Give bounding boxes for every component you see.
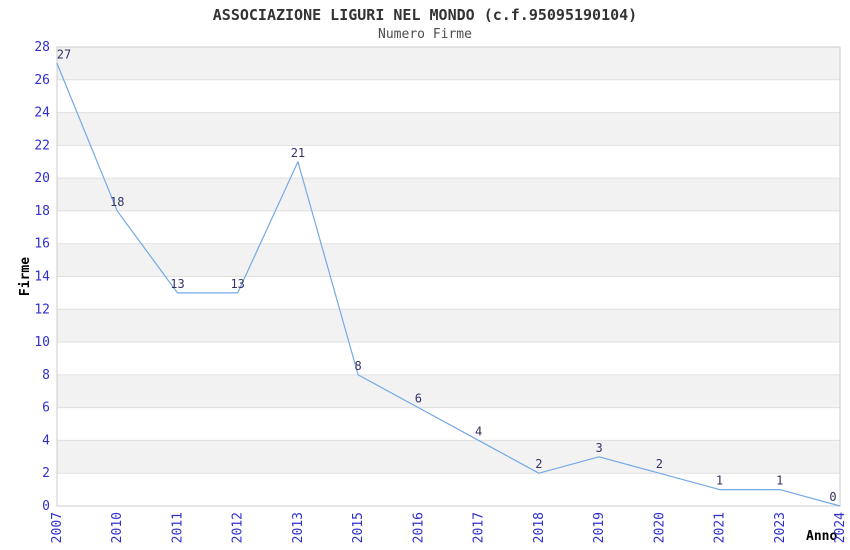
x-tick-label: 2012: [231, 512, 246, 543]
y-tick-label: 16: [34, 237, 50, 252]
x-tick-label: 2020: [652, 512, 667, 543]
y-tick-label: 8: [42, 368, 50, 383]
grid-band: [57, 374, 840, 408]
x-tick-label: 2007: [50, 512, 65, 543]
x-axis-title: Anno: [806, 529, 838, 544]
data-point-label: 18: [110, 195, 124, 209]
chart-title: ASSOCIAZIONE LIGURI NEL MONDO (c.f.95095…: [212, 6, 638, 24]
y-tick-label: 12: [34, 302, 50, 317]
data-point-label: 0: [829, 490, 836, 504]
grid-band: [57, 112, 840, 146]
data-point-label: 1: [776, 474, 783, 488]
data-point-label: 6: [415, 392, 422, 406]
y-tick-label: 0: [42, 499, 50, 514]
data-point-label: 27: [57, 47, 71, 61]
y-tick-label: 22: [34, 138, 50, 153]
y-tick-label: 14: [34, 270, 50, 285]
data-point-label: 8: [355, 359, 362, 373]
x-tick-label: 2016: [411, 512, 426, 543]
x-tick-label: 2023: [773, 512, 788, 543]
data-point-label: 2: [535, 457, 542, 471]
y-tick-label: 2: [42, 466, 50, 481]
x-tick-label: 2018: [532, 512, 547, 543]
chart-subtitle: Numero Firme: [378, 27, 472, 42]
x-tick-label: 2021: [713, 512, 728, 543]
y-tick-label: 4: [42, 433, 50, 448]
x-tick-label: 2011: [170, 512, 185, 543]
data-point-label: 13: [230, 277, 244, 291]
y-tick-label: 6: [42, 401, 50, 416]
y-tick-label: 28: [34, 40, 50, 55]
data-point-label: 3: [595, 441, 602, 455]
data-point-label: 21: [291, 146, 305, 160]
grid-band: [57, 243, 840, 277]
x-tick-label: 2015: [351, 512, 366, 543]
y-tick-label: 10: [34, 335, 50, 350]
x-tick-label: 2010: [110, 512, 125, 543]
series-line: [56, 62, 841, 507]
data-point-label: 4: [475, 424, 482, 438]
data-point-label: 1: [716, 474, 723, 488]
x-tick-label: 2024: [833, 512, 848, 543]
data-point-label: 2: [656, 457, 663, 471]
x-tick-label: 2017: [472, 512, 487, 543]
y-tick-label: 18: [34, 204, 50, 219]
data-point-label: 13: [170, 277, 184, 291]
grid-band: [57, 47, 840, 80]
grid-band: [57, 440, 840, 474]
x-tick-label: 2019: [592, 512, 607, 543]
grid-band: [57, 178, 840, 211]
grid-band: [57, 309, 840, 343]
x-tick-label: 2013: [291, 512, 306, 543]
y-tick-label: 20: [34, 171, 50, 186]
plot-border: [56, 46, 841, 507]
y-tick-label: 24: [34, 106, 50, 121]
y-tick-label: 26: [34, 73, 50, 88]
